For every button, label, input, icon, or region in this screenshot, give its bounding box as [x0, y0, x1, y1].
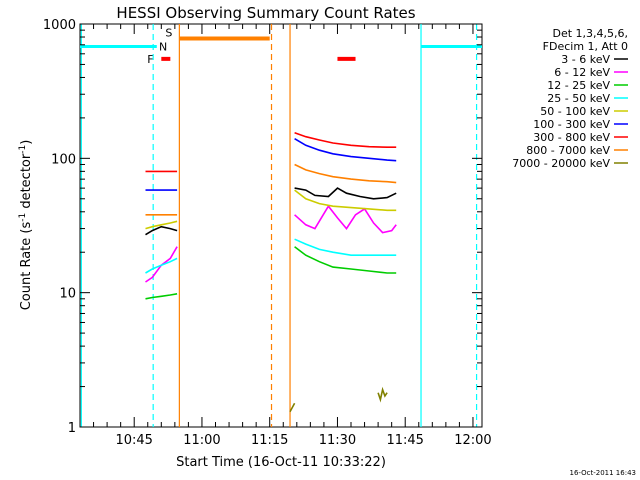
series-9 [289, 386, 388, 413]
series-line-segment [294, 163, 397, 184]
series-line-segment [145, 220, 178, 230]
y-axis-label-end: ) [19, 140, 34, 145]
series-line-segment [294, 132, 397, 148]
x-tick-label: 10:45 [115, 433, 152, 448]
y-axis-label: Count Rate (s-1 detector-1) [18, 140, 34, 311]
series-line-segment [145, 293, 178, 300]
y-tick-label: 1000 [43, 18, 76, 33]
series-6 [145, 138, 397, 191]
chart-title: HESSI Observing Summary Count Rates [116, 4, 415, 22]
legend-label: 7000 - 20000 keV [512, 157, 610, 170]
legend-label: 6 - 12 keV [554, 66, 610, 79]
x-tick-label: 11:15 [251, 433, 288, 448]
series-line-segment [294, 246, 397, 274]
generation-timestamp: 16-Oct-2011 16:43 [570, 469, 636, 477]
legend: Det 1,3,4,5,6,FDecim 1, Att 03 - 6 keV6 … [512, 27, 628, 170]
vertical-lines-layer [80, 24, 478, 427]
legend-label: 12 - 25 keV [547, 79, 610, 92]
series-line-segment [289, 402, 296, 413]
series-line-segment [294, 238, 397, 256]
series-layer [145, 132, 397, 413]
y-axis-label-sup1: -1 [18, 213, 28, 222]
series-line-segment [145, 225, 178, 236]
series-5 [145, 189, 397, 230]
y-tick-label: 100 [51, 152, 76, 167]
series-1 [145, 187, 397, 236]
y-axis-label-sup2: -1 [18, 145, 28, 154]
y-axis-label-main: Count Rate (s [19, 222, 34, 311]
series-line-segment [294, 189, 397, 212]
x-tick-label: 11:45 [386, 433, 423, 448]
series-8 [145, 163, 397, 216]
x-tick-label: 11:30 [319, 433, 356, 448]
plot-frame [79, 23, 483, 428]
legend-label: 50 - 100 keV [540, 105, 610, 118]
attenuator-flag-label: S [165, 26, 172, 39]
y-tick-label: 1 [68, 421, 76, 436]
legend-header-line: FDecim 1, Att 0 [543, 40, 628, 53]
flags-layer: FNS [80, 26, 482, 66]
legend-label: 800 - 7000 keV [526, 144, 610, 157]
series-line-segment [294, 138, 397, 162]
legend-label: 3 - 6 keV [561, 53, 610, 66]
legend-header-line: Det 1,3,4,5,6, [552, 27, 628, 40]
series-line-segment [377, 386, 388, 403]
series-line-segment [145, 257, 178, 274]
legend-label: 100 - 300 keV [533, 118, 610, 131]
legend-label: 300 - 800 keV [533, 131, 610, 144]
night-flag-label: N [159, 40, 167, 53]
series-3 [145, 246, 397, 300]
flare-flag-label: F [147, 53, 153, 66]
legend-label: 25 - 50 keV [547, 92, 610, 105]
series-7 [145, 132, 397, 173]
x-axis-label: Start Time (16-Oct-11 10:33:22) [176, 455, 386, 470]
series-line-segment [294, 187, 397, 200]
series-4 [145, 238, 397, 274]
y-tick-label: 10 [59, 287, 76, 302]
y-axis-label-mid: detector [19, 153, 34, 213]
ticks-layer: 1 10 100 1000 10:45 11:00 11:15 11:30 11:45 12:00 [43, 18, 492, 448]
x-tick-label: 12:00 [454, 433, 491, 448]
series-line-segment [294, 204, 397, 234]
x-tick-label: 11:00 [183, 433, 220, 448]
